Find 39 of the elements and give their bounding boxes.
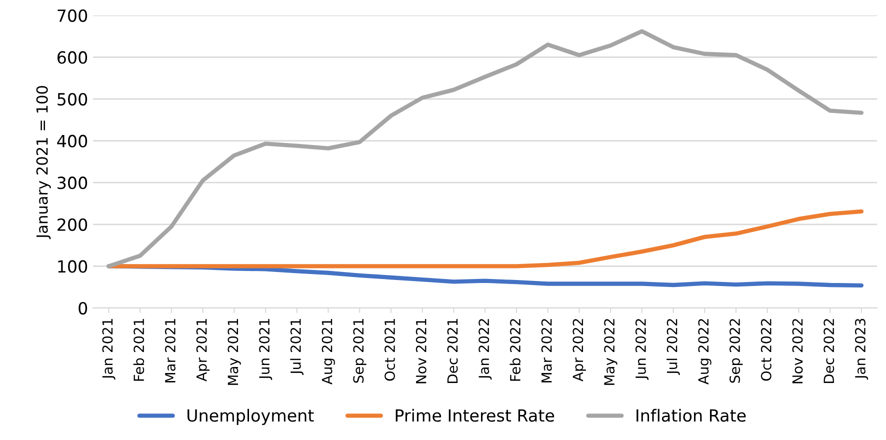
x-tick-label: Sep 2021: [353, 319, 366, 383]
x-tick-label: Jan 2022: [478, 319, 492, 380]
y-tick-label: 600: [58, 51, 88, 64]
y-tick-label: 500: [58, 92, 88, 106]
y-tick-label: 700: [58, 9, 88, 22]
y-tick-label: 400: [57, 134, 88, 148]
x-tick-label: Apr 2022: [572, 319, 586, 382]
x-tick-label: Mar 2021: [164, 319, 176, 382]
legend-label: Prime Interest Rate: [396, 408, 554, 422]
x-tick-label: Feb 2022: [510, 319, 520, 381]
x-tick-label: Jun 2021: [259, 319, 272, 380]
line-series: [106, 209, 864, 268]
x-tick-label: Jan 2021: [102, 319, 116, 380]
x-tick-label: Oct 2021: [384, 319, 396, 381]
x-tick-label: Dec 2021: [447, 319, 458, 383]
x-tick-label: Mar 2022: [541, 319, 552, 382]
x-tick-label: Sep 2022: [730, 319, 743, 383]
y-tick-label: 200: [58, 218, 88, 231]
x-tick-label: Aug 2021: [322, 319, 335, 384]
x-tick-label: Apr 2021: [196, 319, 210, 382]
line-series: [106, 29, 864, 268]
x-tick-label: Dec 2022: [824, 319, 834, 383]
x-tick-label: Jul 2022: [666, 319, 680, 375]
y-tick-label: 0: [78, 302, 88, 315]
x-tick-label: Jul 2021: [290, 319, 304, 375]
x-tick-label: Oct 2022: [760, 319, 772, 381]
x-tick-label: Feb 2021: [133, 319, 144, 381]
x-tick-label: Nov 2022: [792, 319, 803, 384]
legend-label: Unemployment: [188, 408, 314, 425]
x-tick-label: Nov 2021: [416, 319, 426, 384]
y-axis-title: January 2021 = 100: [36, 86, 51, 240]
x-tick-label: Jan 2023: [854, 318, 868, 380]
y-tick-label: 300: [58, 176, 88, 190]
x-tick-label: May 2022: [604, 319, 618, 385]
y-tick-label: 100: [58, 260, 88, 273]
legend-label: Inflation Rate: [636, 408, 746, 422]
x-tick-label: Aug 2022: [698, 319, 712, 384]
x-tick-label: May 2021: [228, 319, 241, 385]
x-tick-label: Jun 2022: [635, 319, 649, 380]
